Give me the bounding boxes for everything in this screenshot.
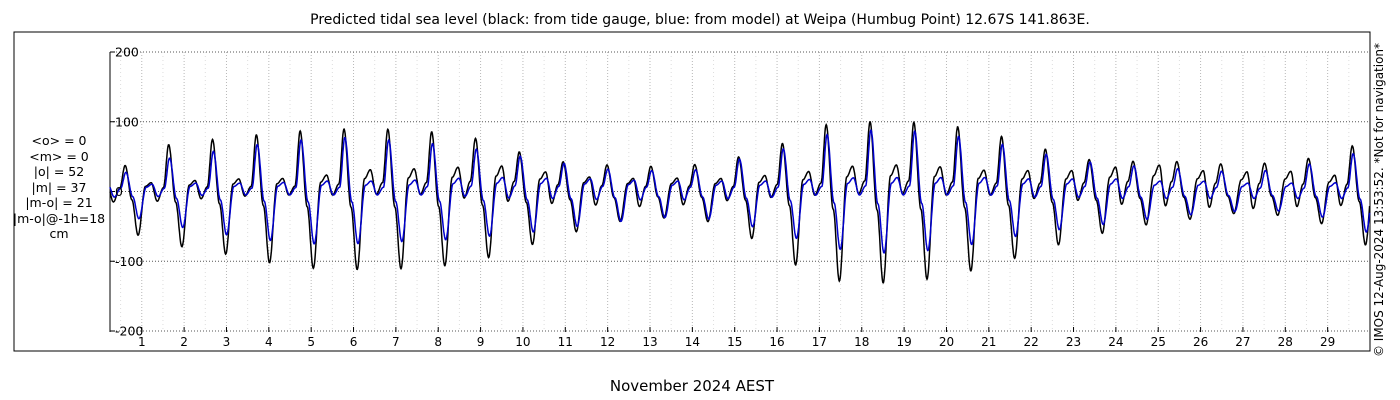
stat-mean-model: <m> = 0	[29, 148, 89, 164]
x-tick-label-13: 13	[642, 335, 657, 349]
x-tick-label-9: 9	[477, 335, 485, 349]
x-tick-label-7: 7	[392, 335, 400, 349]
x-tick-label-17: 17	[812, 335, 827, 349]
stat-abs-observed: |o| = 52	[33, 164, 85, 179]
x-axis-label: November 2024 AEST	[610, 377, 775, 395]
x-tick-label-6: 6	[350, 335, 358, 349]
tick-labels: 1 2 3 4 5 6 7 8 9 10 11 12 13 14 15 16 17 18 19 20 21 22 23 24 2…	[115, 45, 1335, 350]
x-tick-label-22: 22	[1024, 335, 1039, 349]
stat-mean-observed: <o> = 0	[31, 133, 87, 148]
x-tick-label-16: 16	[769, 335, 784, 349]
y-tick-label-100: 100	[115, 114, 139, 129]
x-tick-label-29: 29	[1320, 335, 1335, 349]
x-tick-label-18: 18	[854, 335, 869, 349]
x-tick-label-5: 5	[307, 335, 315, 349]
x-tick-label-19: 19	[896, 335, 911, 349]
x-tick-label-26: 26	[1193, 335, 1208, 349]
x-tick-label-20: 20	[939, 335, 954, 349]
series-group	[109, 120, 1371, 284]
grid-lines	[110, 51, 1370, 332]
stat-abs-model: |m| = 37	[31, 179, 87, 195]
x-tick-label-3: 3	[223, 335, 231, 349]
x-tick-label-23: 23	[1066, 335, 1081, 349]
y-tick-label--100: -100	[115, 254, 143, 269]
x-tick-label-8: 8	[434, 335, 442, 349]
x-tick-label-25: 25	[1151, 335, 1166, 349]
x-tick-label-24: 24	[1108, 335, 1123, 349]
y-tick-label-200: 200	[115, 45, 139, 60]
x-tick-label-10: 10	[515, 335, 530, 349]
series-line-model	[109, 129, 1371, 254]
x-tick-label-21: 21	[981, 335, 996, 349]
y-tick-label-0: 0	[115, 184, 123, 199]
x-tick-label-28: 28	[1278, 335, 1293, 349]
x-tick-label-1: 1	[138, 335, 146, 349]
chart-title: Predicted tidal sea level (black: from t…	[310, 12, 1090, 28]
x-tick-label-11: 11	[558, 335, 573, 349]
y-tick-label--200: -200	[115, 324, 143, 339]
series-line-tide-gauge	[109, 120, 1371, 284]
x-tick-label-12: 12	[600, 335, 615, 349]
stats-panel: <o> = 0 <m> = 0 |o| = 52 |m| = 37 |m-o| …	[0, 133, 118, 242]
x-tick-label-4: 4	[265, 335, 273, 349]
stat-unit: cm	[49, 226, 69, 241]
x-tick-label-14: 14	[685, 335, 700, 349]
stat-abs-diff-lag: |m-o|@-1h=18	[12, 210, 106, 226]
x-tick-label-15: 15	[727, 335, 742, 349]
x-tick-label-2: 2	[180, 335, 188, 349]
copyright-text: © IMOS 12-Aug-2024 13:53:52. *Not for na…	[1372, 42, 1386, 358]
x-tick-label-27: 27	[1235, 335, 1250, 349]
stat-abs-diff: |m-o| = 21	[25, 195, 93, 210]
outer-frame	[13, 31, 1371, 352]
